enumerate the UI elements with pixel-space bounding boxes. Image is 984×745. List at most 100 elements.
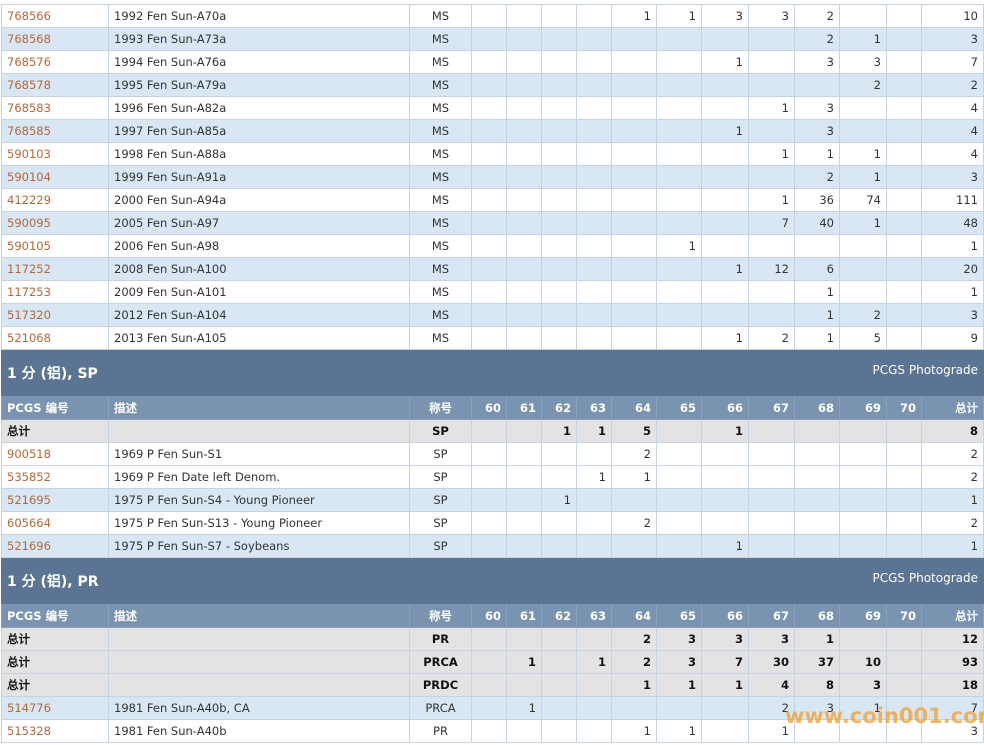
grade-count: [839, 488, 887, 512]
grade-count: [506, 165, 542, 189]
pcgs-number-cell: 521696: [1, 534, 109, 558]
pcgs-number[interactable]: 412229: [7, 193, 51, 207]
coin-row: 768583 1996 Fen Sun-A82a MS 1 3 4: [1, 96, 984, 120]
grade-count: [576, 280, 612, 304]
pcgs-number[interactable]: 605664: [7, 516, 51, 530]
grade-count: [506, 303, 542, 327]
grade-count: [541, 534, 577, 558]
grade-count: 7: [748, 211, 795, 235]
grade-count: [701, 696, 749, 720]
grade-count: [471, 534, 507, 558]
grade-count: [886, 188, 922, 212]
coin-row: 768585 1997 Fen Sun-A85a MS 1 3 4: [1, 119, 984, 143]
designation: MS: [409, 165, 472, 189]
pcgs-number[interactable]: 517320: [7, 308, 51, 322]
designation: MS: [409, 257, 472, 281]
grade-count: [701, 303, 749, 327]
grade-count: [656, 73, 702, 97]
grade-count: [886, 650, 922, 674]
pcgs-number-cell: 515328: [1, 719, 109, 743]
grade-count: 1: [611, 465, 657, 489]
grade-count: [656, 96, 702, 120]
grade-count: [471, 419, 507, 443]
pcgs-number[interactable]: 590095: [7, 216, 51, 230]
pcgs-number[interactable]: 515328: [7, 724, 51, 738]
grade-count: [839, 534, 887, 558]
grade-count: [748, 442, 795, 466]
grade-count: [656, 165, 702, 189]
pcgs-number[interactable]: 535852: [7, 470, 51, 484]
photograde-link[interactable]: PCGS Photograde: [872, 570, 978, 585]
grade-count: [839, 465, 887, 489]
grade-count: [839, 257, 887, 281]
pcgs-number[interactable]: 521696: [7, 539, 51, 553]
total-count: 20: [921, 257, 984, 281]
total-count: 2: [921, 442, 984, 466]
pcgs-number[interactable]: 590105: [7, 239, 51, 253]
grade-count: [541, 650, 577, 674]
pcgs-number[interactable]: 768576: [7, 55, 51, 69]
grade-count: 1: [701, 673, 749, 697]
grade-count: [656, 696, 702, 720]
grade-count: [541, 4, 577, 28]
pcgs-number[interactable]: 768568: [7, 32, 51, 46]
grade-count: 3: [701, 4, 749, 28]
grade-count: [701, 280, 749, 304]
photograde-link[interactable]: PCGS Photograde: [872, 362, 978, 377]
grade-count: [471, 673, 507, 697]
grade-count: [701, 442, 749, 466]
section-cell: 1 分 (铝), SP PCGS Photograde: [1, 349, 984, 396]
pcgs-number[interactable]: 521068: [7, 331, 51, 345]
grade-count: [541, 188, 577, 212]
grade-count: [748, 488, 795, 512]
coin-row: 590105 2006 Fen Sun-A98 MS 1 1: [1, 234, 984, 258]
pcgs-number[interactable]: 768585: [7, 124, 51, 138]
grade-count: [506, 719, 542, 743]
grade-count: [839, 511, 887, 535]
grade-count: [611, 119, 657, 143]
grade-count: 8: [794, 673, 840, 697]
grade-count: [506, 188, 542, 212]
column-header: 61: [506, 395, 542, 420]
grade-count: [541, 326, 577, 350]
grade-count: [576, 50, 612, 74]
grade-count: 2: [748, 696, 795, 720]
pcgs-number[interactable]: 117253: [7, 285, 51, 299]
coin-row: 590104 1999 Fen Sun-A91a MS 2 1 3: [1, 165, 984, 189]
grade-count: [506, 534, 542, 558]
section-header: 1 分 (铝), PR PCGS Photograde: [1, 557, 984, 604]
grade-count: [748, 303, 795, 327]
grade-count: [506, 211, 542, 235]
description: 2006 Fen Sun-A98: [108, 234, 410, 258]
pcgs-number[interactable]: 521695: [7, 493, 51, 507]
grade-count: [794, 511, 840, 535]
pcgs-number[interactable]: 768566: [7, 9, 51, 23]
grade-count: [576, 211, 612, 235]
grade-count: 74: [839, 188, 887, 212]
pcgs-number[interactable]: 768583: [7, 101, 51, 115]
pcgs-number[interactable]: 768578: [7, 78, 51, 92]
pcgs-number[interactable]: 590104: [7, 170, 51, 184]
grade-count: [471, 165, 507, 189]
grade-count: [506, 488, 542, 512]
grade-count: [701, 165, 749, 189]
grade-count: [471, 257, 507, 281]
grade-count: [576, 234, 612, 258]
coin-row: 590103 1998 Fen Sun-A88a MS 1 1 1 4: [1, 142, 984, 166]
grade-count: 1: [794, 303, 840, 327]
pcgs-number[interactable]: 514776: [7, 701, 51, 715]
designation: SP: [409, 488, 472, 512]
grade-count: 3: [839, 673, 887, 697]
grade-count: [506, 257, 542, 281]
grade-count: [541, 280, 577, 304]
pcgs-number[interactable]: 590103: [7, 147, 51, 161]
pcgs-number[interactable]: 900518: [7, 447, 51, 461]
total-count: 18: [921, 673, 984, 697]
column-header: 称号: [409, 603, 472, 628]
grade-count: 10: [839, 650, 887, 674]
pcgs-number[interactable]: 117252: [7, 262, 51, 276]
column-header: PCGS 编号: [1, 603, 109, 628]
column-header: 称号: [409, 395, 472, 420]
designation: MS: [409, 303, 472, 327]
